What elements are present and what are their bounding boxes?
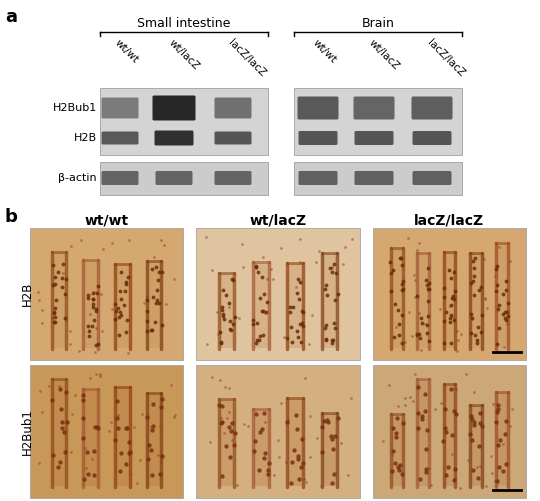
Bar [444,253,455,348]
FancyBboxPatch shape [102,171,138,185]
Bar [220,400,233,486]
Bar [52,253,65,348]
Text: H2Bub1: H2Bub1 [21,408,33,455]
Bar [497,393,507,486]
FancyBboxPatch shape [413,171,451,185]
Text: H2B: H2B [74,133,97,143]
FancyBboxPatch shape [354,97,395,120]
Bar [84,261,97,348]
Bar [444,385,455,486]
FancyBboxPatch shape [298,97,339,120]
Bar [392,249,402,348]
FancyBboxPatch shape [354,131,394,145]
FancyBboxPatch shape [214,131,252,144]
FancyBboxPatch shape [102,98,138,119]
Bar [30,228,183,360]
Bar [418,255,428,348]
FancyBboxPatch shape [102,131,138,144]
Bar [148,394,160,486]
Bar [322,414,336,486]
FancyBboxPatch shape [152,96,195,121]
Bar [254,410,268,486]
Bar [196,365,360,498]
FancyBboxPatch shape [354,171,394,185]
Bar [116,388,129,486]
Text: wt/wt: wt/wt [85,213,129,227]
Bar [471,255,481,348]
Bar [373,228,526,360]
Text: Small intestine: Small intestine [137,17,231,30]
FancyBboxPatch shape [299,131,338,145]
Text: b: b [5,208,18,226]
Text: wt/lacZ: wt/lacZ [249,213,307,227]
Text: lacZ/lacZ: lacZ/lacZ [425,38,466,79]
FancyBboxPatch shape [413,131,451,145]
Text: β-actin: β-actin [58,173,97,183]
Bar [288,264,302,348]
Bar [322,255,336,348]
Text: a: a [5,8,17,26]
Bar [254,263,268,348]
Bar [392,415,402,486]
FancyBboxPatch shape [411,97,453,120]
Bar [30,365,183,498]
Bar [100,88,268,155]
Bar [100,162,268,195]
Bar [294,162,462,195]
Bar [497,244,507,348]
Text: wt/lacZ: wt/lacZ [167,38,201,72]
Text: wt/lacZ: wt/lacZ [367,38,401,72]
Bar [52,380,65,486]
Text: H2Bub1: H2Bub1 [53,103,97,113]
FancyBboxPatch shape [214,98,252,119]
Text: wt/wt: wt/wt [113,38,140,66]
Text: lacZ/lacZ: lacZ/lacZ [226,38,267,79]
FancyBboxPatch shape [154,130,193,145]
FancyBboxPatch shape [156,171,192,185]
FancyBboxPatch shape [299,171,338,185]
FancyBboxPatch shape [214,171,252,185]
Bar [84,390,97,486]
Bar [148,262,160,348]
Text: lacZ/lacZ: lacZ/lacZ [414,213,484,227]
Bar [373,365,526,498]
Text: H2B: H2B [21,282,33,306]
Bar [288,399,302,486]
Bar [196,228,360,360]
Text: wt/wt: wt/wt [311,38,339,66]
Bar [471,406,481,486]
Bar [418,380,428,486]
Bar [220,275,233,348]
Bar [116,265,129,348]
Text: Brain: Brain [362,17,394,30]
Bar [294,88,462,155]
